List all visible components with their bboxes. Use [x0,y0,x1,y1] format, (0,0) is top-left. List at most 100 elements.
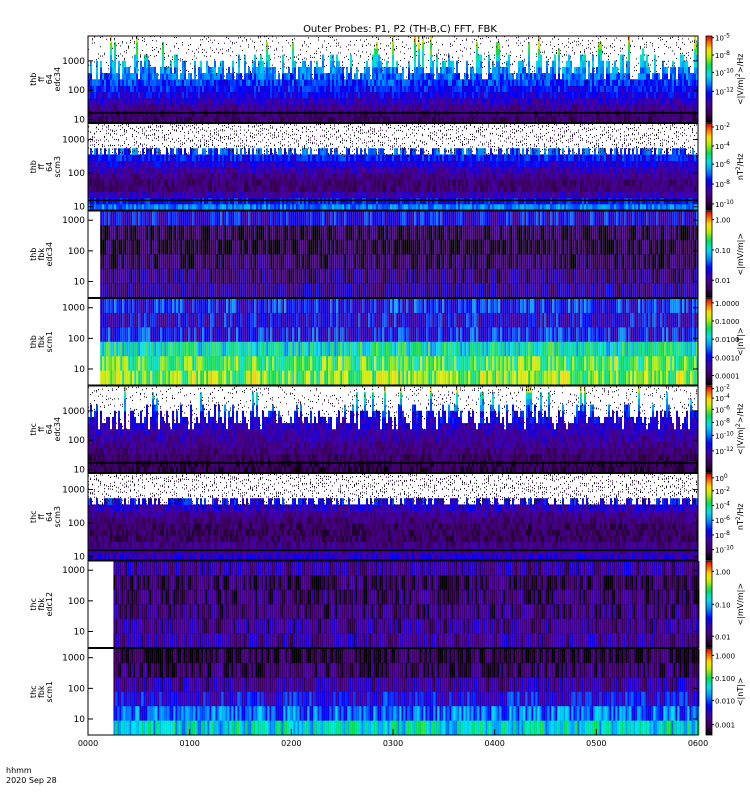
spectrogram-cell [258,85,260,92]
spectrogram-cell [220,179,222,186]
spectrogram-cell [216,104,218,111]
spectrogram-cell [670,85,672,92]
noise-speck [248,44,249,45]
noise-speck [270,59,271,60]
noise-speck [378,38,379,39]
spectrogram-cell [456,98,458,105]
spectrogram-cell [538,98,540,105]
spectrogram-cell [198,73,200,80]
noise-speck [176,125,177,126]
spectrogram-cell [234,92,236,99]
noise-speck [192,140,193,141]
noise-speck [122,42,123,43]
spectrogram-cell [182,179,184,186]
noise-speck [402,42,403,43]
spectrogram-cell [662,98,664,105]
spectrogram-cell [122,73,124,80]
spectrogram-cell [114,85,116,92]
spectrogram-cell [198,161,200,168]
noise-speck [494,57,495,58]
spectrogram-cell [538,67,540,74]
spectrogram-cell [278,92,280,99]
spectrogram-cell [570,79,572,86]
spectrogram-cell [238,104,240,111]
noise-speck [246,39,247,40]
ytick-label: 10 [74,116,86,126]
spectrogram-cell [424,98,426,105]
spectrogram-cell [610,104,612,111]
noise-speck [350,53,351,54]
spectrogram-cell [554,67,556,74]
spectrogram-cell [448,104,450,111]
spectrogram-cell [582,116,584,123]
spectrogram-cell [222,61,224,68]
spectrogram-cell [120,173,122,180]
spectrogram-cell [410,79,412,86]
spectrogram-cell [346,85,348,92]
noise-speck [194,55,195,56]
noise-speck [144,152,145,153]
spectrogram-cell [298,73,300,80]
spectrogram-cell [150,85,152,92]
noise-speck [202,137,203,138]
noise-speck [378,49,379,50]
noise-speck [644,47,645,48]
spectrogram-cell [308,85,310,92]
spectrogram-cell [530,92,532,99]
noise-speck [670,37,671,38]
spectrogram-cell [558,55,560,62]
spectrogram-cell [154,98,156,105]
spectrogram-cell [290,116,292,123]
spectrogram-cell [688,79,690,86]
spectrogram-cell [674,116,676,123]
spectrogram-cell [478,92,480,99]
noise-speck [580,51,581,52]
spectrogram-cell [630,92,632,99]
noise-speck [318,37,319,38]
noise-speck [674,53,675,54]
spectrogram-cell [690,73,692,80]
spectrogram-cell [680,61,682,68]
noise-speck [620,48,621,49]
spectrogram-cell [642,73,644,80]
spectrogram-cell [102,79,104,86]
spectrogram-cell [400,79,402,86]
noise-speck [618,72,619,73]
spectrogram-cell [624,116,626,123]
noise-speck [166,153,167,154]
spectrogram-cell [150,179,152,186]
spectrogram-cell [450,92,452,99]
noise-speck [526,39,527,40]
spectrogram-cell [596,85,598,92]
noise-speck [108,127,109,128]
spectrogram-cell [210,179,212,186]
spectrogram-cell [442,61,444,68]
noise-speck [218,124,219,125]
spectrogram-cell [560,104,562,111]
spectrogram-cell [232,173,234,180]
spectrogram-cell [374,85,376,92]
spectrogram-cell [362,104,364,111]
spectrogram-cell [182,67,184,74]
spectrogram-cell [186,161,188,168]
spectrogram-cell [264,92,266,99]
spectrogram-cell [196,154,198,161]
noise-speck [110,38,111,39]
noise-speck [158,51,159,52]
spectrogram-cell [444,92,446,99]
spectrogram-cell [554,55,556,62]
spectrogram-cell [262,73,264,80]
spectrogram-cell [154,148,156,155]
spectrogram-cell [206,179,208,186]
noise-speck [164,146,165,147]
noise-speck [486,56,487,57]
noise-speck [148,126,149,127]
noise-speck [376,44,377,45]
spectrogram-cell [250,85,252,92]
noise-speck [472,66,473,67]
noise-speck [170,64,171,65]
spectrogram-cell [358,116,360,123]
spectrogram-cell [598,48,600,55]
noise-speck [162,143,163,144]
spectrogram-cell [170,61,172,68]
